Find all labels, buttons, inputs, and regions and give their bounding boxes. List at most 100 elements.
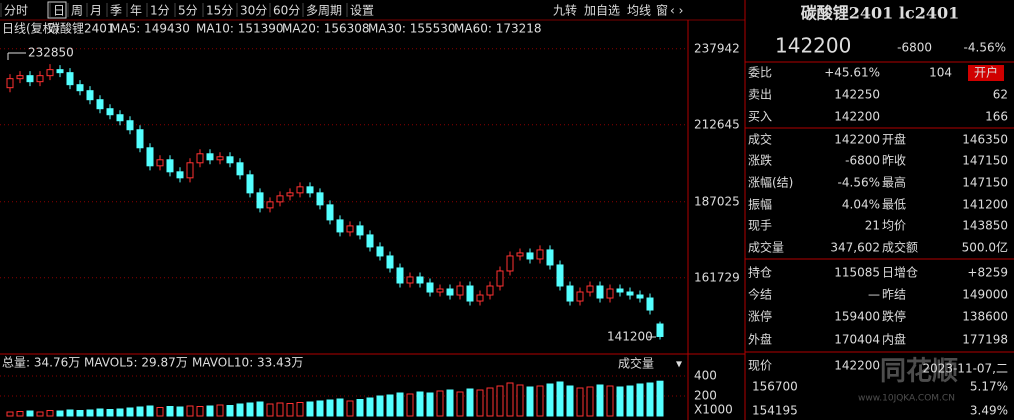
candle-body — [46, 69, 54, 77]
volume-bar — [236, 403, 244, 417]
candle-body — [346, 225, 354, 233]
row-label: 现手 — [748, 219, 772, 233]
candle-body — [136, 129, 144, 149]
toolbar-button[interactable]: 季 — [110, 4, 122, 18]
toolbar-button[interactable]: 5分 — [178, 4, 198, 18]
panel-title: 碳酸锂2401 lc2401 — [801, 4, 959, 23]
volume-bar — [6, 411, 14, 417]
volume-bar — [366, 397, 374, 417]
row-label: 振幅 — [748, 197, 772, 212]
volume-bar — [546, 383, 554, 417]
toolbar-button[interactable]: 多周期 — [306, 4, 342, 18]
open-account-button[interactable] — [968, 65, 1004, 81]
volume-bar — [206, 405, 214, 417]
tick-pct: 5.17% — [970, 380, 1008, 394]
change-pct: -4.56% — [964, 41, 1006, 55]
row-label: 委比 — [748, 66, 772, 80]
dropdown-arrow[interactable]: ▾ — [676, 357, 682, 371]
row-value: 147150 — [962, 176, 1008, 190]
toolbar-button[interactable]: 日 — [53, 4, 65, 18]
open-account-label[interactable]: 开户 — [974, 65, 998, 80]
toolbar-button[interactable]: 分时 — [4, 4, 28, 18]
last-price: 142200 — [775, 34, 851, 58]
volume-bar — [316, 400, 324, 417]
volume-bar — [76, 410, 84, 417]
nav-arrows[interactable]: ‹ › — [670, 4, 683, 18]
row-value: 347,602 — [830, 241, 880, 255]
row-value: +45.61% — [824, 66, 880, 80]
volume-bar — [106, 409, 114, 417]
toolbar-button[interactable]: 月 — [90, 4, 102, 18]
candle-body — [26, 75, 34, 83]
volume-bar — [346, 400, 354, 417]
row-value: 142200 — [834, 110, 880, 124]
toolbar-button[interactable]: 1分 — [150, 4, 170, 18]
candle-body — [216, 156, 224, 161]
volume-bar — [276, 402, 284, 417]
volume-bar — [66, 409, 74, 417]
candle-body — [6, 78, 14, 89]
candle-body — [56, 69, 64, 74]
volume-bar — [186, 405, 194, 417]
candle-body — [596, 285, 604, 299]
candle-body — [116, 114, 124, 122]
toolbar-button[interactable]: 年 — [130, 4, 142, 18]
volume-bar — [36, 411, 44, 417]
candle-body — [356, 225, 364, 236]
chart-info: 碳酸锂2401 — [48, 21, 115, 36]
volume-bar — [616, 386, 624, 417]
candle-body — [496, 270, 504, 287]
candle-body — [386, 255, 394, 269]
volume-bar — [266, 403, 274, 417]
row-value: 62 — [993, 88, 1008, 102]
row-value: 147150 — [962, 154, 1008, 168]
candle-body — [546, 249, 554, 266]
row-label: 均价 — [882, 219, 906, 233]
volume-bar — [16, 411, 24, 417]
toolbar-button[interactable]: 60分 — [273, 4, 300, 18]
row-value: 104 — [929, 66, 952, 80]
volume-bar — [586, 386, 594, 417]
volume-bar — [166, 406, 174, 417]
candle-body — [246, 174, 254, 194]
candle-body — [566, 285, 574, 302]
toolbar-button[interactable]: 九转 — [553, 3, 577, 18]
tick-label: 现价 — [748, 359, 772, 373]
toolbar-active — [47, 1, 67, 19]
y-tick-label: 200 — [694, 389, 717, 403]
toolbar-button[interactable]: 15分 — [206, 4, 233, 18]
volume-title[interactable]: 成交量 — [618, 356, 654, 371]
volume-bar — [116, 408, 124, 417]
row-label: 外盘 — [748, 332, 772, 347]
row-label: 涨幅(结) — [748, 175, 793, 190]
row-value: 138600 — [962, 310, 1008, 324]
tick-pct: 3.49% — [970, 404, 1008, 418]
candle-body — [16, 75, 24, 80]
toolbar-button[interactable]: 设置 — [350, 4, 374, 18]
toolbar-button[interactable]: 30分 — [240, 4, 267, 18]
toolbar-button[interactable]: 均线 — [627, 4, 651, 18]
toolbar-button[interactable]: 窗 — [656, 4, 668, 18]
row-value: 146350 — [962, 133, 1008, 147]
row-value: 500.0亿 — [962, 240, 1008, 255]
candle-body — [186, 162, 194, 179]
candle-body — [526, 252, 534, 260]
candle-body — [536, 249, 544, 260]
y-tick-label: 161729 — [694, 270, 740, 284]
volume-bar — [536, 385, 544, 417]
row-value: 4.04% — [842, 198, 880, 212]
candle-body — [176, 171, 184, 179]
volume-bar — [426, 392, 434, 417]
candle-body — [396, 267, 404, 284]
volume-bar — [396, 392, 404, 417]
candle-body — [376, 246, 384, 257]
toolbar-button[interactable]: 周 — [71, 4, 83, 18]
toolbar-button[interactable]: 加自选 — [584, 4, 620, 18]
row-label: 最低 — [882, 198, 906, 212]
row-label: 开盘 — [882, 132, 906, 147]
y-tick-label: 212645 — [694, 117, 740, 131]
volume-bar — [56, 410, 64, 417]
row-label: 内盘 — [882, 332, 906, 347]
candle-body — [406, 276, 414, 284]
